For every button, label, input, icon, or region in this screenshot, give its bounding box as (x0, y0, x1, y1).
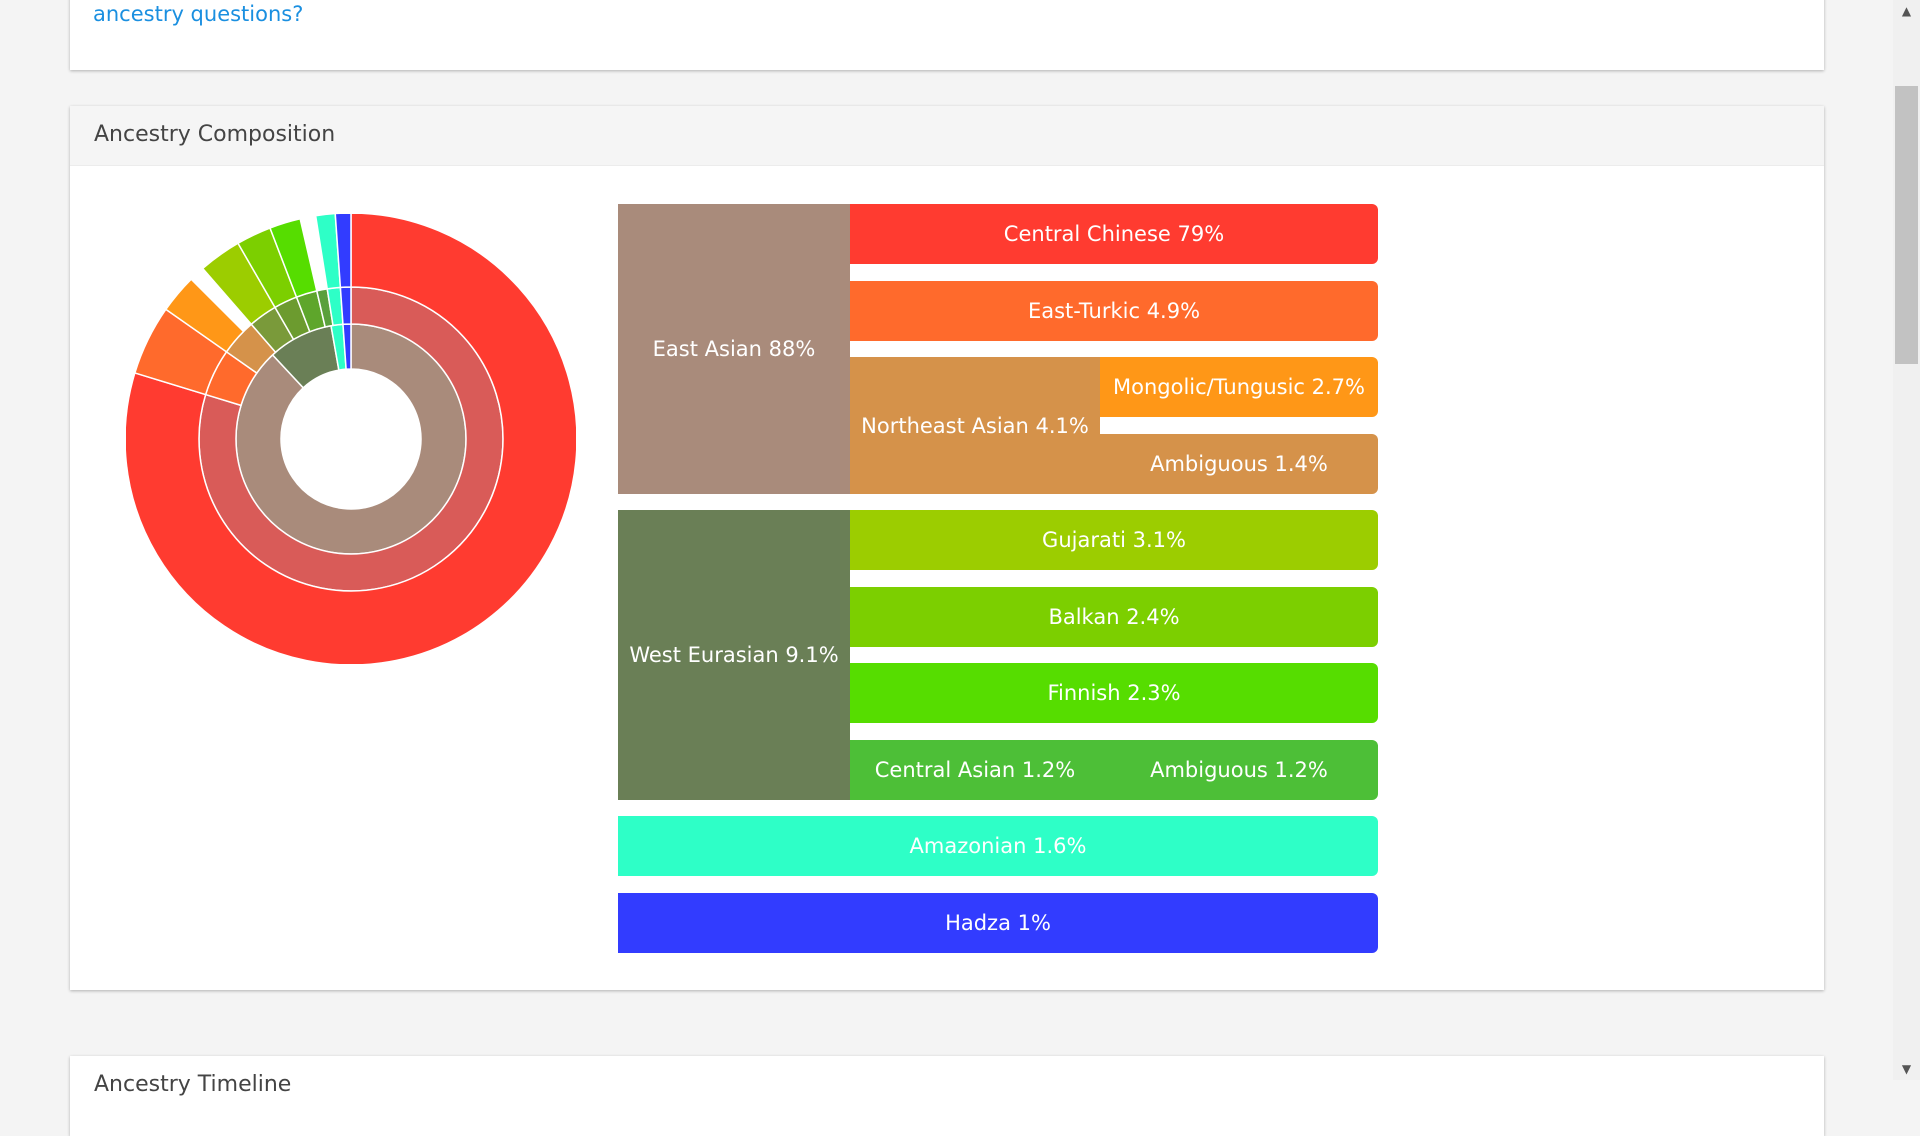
segment-label: Northeast Asian 4.1% (861, 413, 1089, 438)
donut-outer-hadza[interactable] (334, 214, 352, 289)
ancestry-donut-chart (126, 214, 576, 664)
segment-label: Finnish 2.3% (1047, 681, 1181, 705)
segment-ambiguous-we[interactable]: Ambiguous 1.2% (1100, 740, 1378, 800)
help-card: ancestry questions? (70, 0, 1824, 70)
segment-label: Ambiguous 1.2% (1150, 758, 1328, 782)
segment-label: Mongolic/Tungusic 2.7% (1113, 375, 1365, 399)
segment-label: East-Turkic 4.9% (1027, 299, 1201, 323)
segment-label: Balkan 2.4% (1048, 605, 1180, 629)
card-title: Ancestry Composition (94, 122, 336, 147)
segment-label: Gujarati 3.1% (1042, 528, 1186, 552)
segment-label: West Eurasian 9.1% (629, 643, 839, 667)
ancestry-questions-link[interactable]: ancestry questions? (93, 2, 304, 26)
segment-label: Hadza 1% (945, 911, 1051, 935)
donut-outer-mongolic-tungusic[interactable] (164, 278, 245, 353)
segment-label: Central Chinese 79% (1003, 222, 1225, 246)
page-scrollbar[interactable]: ▲ ▼ (1893, 0, 1920, 1080)
segment-central-chinese[interactable]: Central Chinese 79% (850, 204, 1378, 264)
donut-outer-central-chinese[interactable] (126, 214, 576, 664)
segment-east-turkic[interactable]: East-Turkic 4.9% (850, 281, 1378, 341)
scroll-down-icon[interactable]: ▼ (1901, 1062, 1912, 1076)
segment-hadza[interactable]: Hadza 1% (618, 893, 1378, 953)
segment-ambiguous-ne[interactable]: Ambiguous 1.4% (1100, 434, 1378, 494)
scroll-up-icon[interactable]: ▲ (1901, 4, 1912, 18)
scroll-thumb[interactable] (1895, 86, 1918, 364)
segment-central-asian[interactable]: Central Asian 1.2% (850, 740, 1100, 800)
donut-mid-hadza[interactable] (339, 286, 352, 326)
segment-label: Amazonian 1.6% (909, 834, 1087, 858)
segment-mongolic-tungusic[interactable]: Mongolic/Tungusic 2.7% (1100, 357, 1378, 417)
segment-northeast-asian[interactable]: Northeast Asian 4.1% (850, 357, 1100, 494)
donut-outer-finnish[interactable] (269, 217, 318, 299)
segment-label: East Asian 88% (652, 337, 816, 361)
segment-balkan[interactable]: Balkan 2.4% (850, 587, 1378, 647)
card-header: Ancestry Composition (70, 106, 1824, 166)
segment-gujarati[interactable]: Gujarati 3.1% (850, 510, 1378, 570)
segment-label: Central Asian 1.2% (874, 758, 1076, 782)
card-title: Ancestry Timeline (94, 1072, 292, 1097)
ancestry-composition-card: Ancestry Composition East Asian 88% Centr… (70, 106, 1824, 990)
segment-amazonian[interactable]: Amazonian 1.6% (618, 816, 1378, 876)
ancestry-timeline-card: Ancestry Timeline (70, 1056, 1824, 1136)
segment-label: Ambiguous 1.4% (1150, 452, 1328, 476)
donut-center (282, 370, 420, 508)
segment-finnish[interactable]: Finnish 2.3% (850, 663, 1378, 723)
segment-west-eurasian[interactable]: West Eurasian 9.1% (618, 510, 850, 800)
segment-east-asian[interactable]: East Asian 88% (618, 204, 850, 494)
ancestry-treemap: East Asian 88% Central Chinese 79% East-Tu… (618, 204, 1378, 974)
